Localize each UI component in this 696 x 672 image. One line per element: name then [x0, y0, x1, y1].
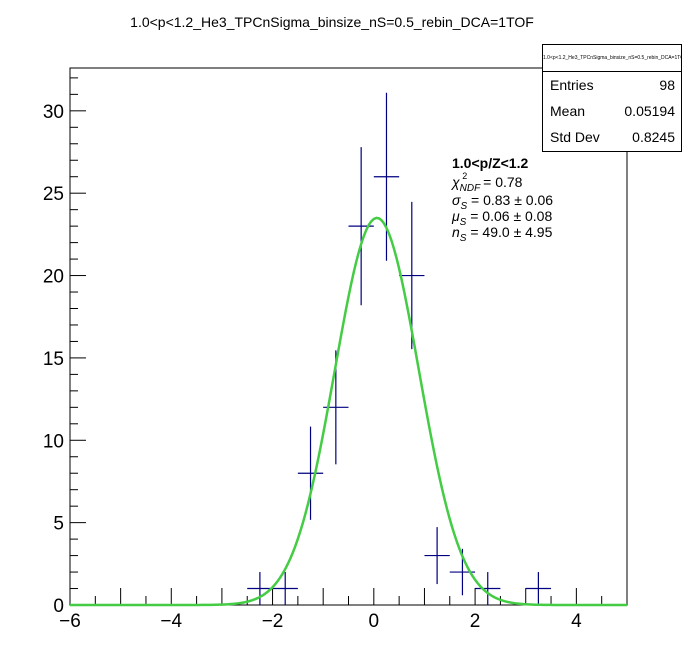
x-tick-label: 2	[470, 611, 481, 632]
x-tick-label: −4	[160, 611, 182, 632]
y-tick-label: 30	[43, 102, 64, 123]
fit-annotation: 1.0<p/Z<1.2 χNDF2 = 0.78 σS = 0.83 ± 0.0…	[450, 155, 553, 244]
fit-header: 1.0<p/Z<1.2	[452, 155, 528, 171]
y-tick-label: 10	[43, 431, 64, 452]
stats-std-value: 0.8245	[632, 129, 675, 145]
x-tick-label: −6	[59, 611, 81, 632]
histogram-points	[247, 92, 552, 605]
stats-title: 1.0<p<1.2_He3_TPCnSigma_binsize_nS=0.5_r…	[543, 45, 681, 72]
fit-mu: μS = 0.06 ± 0.08	[451, 208, 552, 228]
x-tick-label: −2	[262, 611, 284, 632]
stats-entries-label: Entries	[550, 77, 594, 93]
stats-row-std: Std Dev 0.8245	[543, 124, 681, 150]
y-tick-label: 0	[53, 596, 64, 617]
stats-row-mean: Mean 0.05194	[543, 98, 681, 124]
x-tick-label: 0	[369, 611, 380, 632]
axes: −6 −4 −2 0 2 4 0 5 10 15 20 25 30	[43, 77, 628, 632]
chart-title: 1.0<p<1.2_He3_TPCnSigma_binsize_nS=0.5_r…	[130, 14, 534, 30]
stats-std-label: Std Dev	[550, 129, 600, 145]
y-tick-label: 25	[43, 184, 64, 205]
stats-mean-label: Mean	[550, 103, 586, 119]
fit-n: nS = 49.0 ± 4.95	[452, 224, 553, 244]
fit-sigma: σS = 0.83 ± 0.06	[452, 192, 553, 212]
stats-box: 1.0<p<1.2_He3_TPCnSigma_binsize_nS=0.5_r…	[542, 44, 682, 152]
stats-entries-value: 98	[659, 77, 675, 93]
stats-row-entries: Entries 98	[543, 72, 681, 98]
y-tick-label: 5	[53, 514, 64, 535]
y-tick-label: 20	[43, 267, 64, 288]
y-tick-label: 15	[43, 349, 64, 370]
fit-chi2: χNDF2 = 0.78	[450, 171, 523, 194]
x-tick-label: 4	[571, 611, 582, 632]
stats-mean-value: 0.05194	[624, 103, 675, 119]
fit-curve	[70, 216, 627, 607]
